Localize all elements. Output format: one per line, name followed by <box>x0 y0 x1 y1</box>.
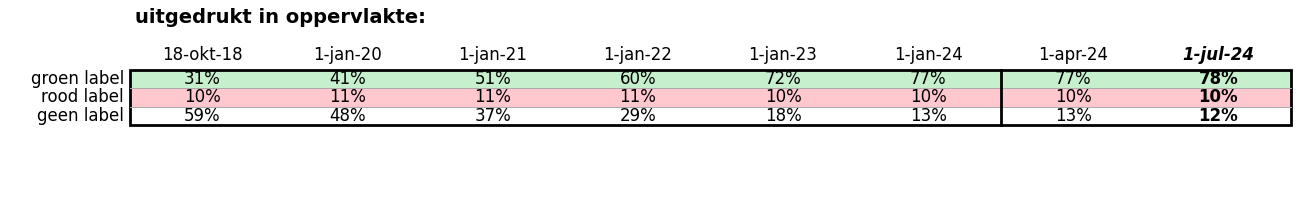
Bar <box>130 107 1291 125</box>
Bar <box>130 70 1291 125</box>
Text: 10%: 10% <box>184 88 221 106</box>
Text: 1-jul-24: 1-jul-24 <box>1182 46 1255 64</box>
Text: 77%: 77% <box>909 70 947 88</box>
Text: 41%: 41% <box>330 70 366 88</box>
Text: 31%: 31% <box>184 70 221 88</box>
Text: 1-jan-20: 1-jan-20 <box>313 46 382 64</box>
Text: uitgedrukt in oppervlakte:: uitgedrukt in oppervlakte: <box>135 8 426 27</box>
Text: 10%: 10% <box>909 88 947 106</box>
Text: 59%: 59% <box>184 107 221 125</box>
Text: 60%: 60% <box>620 70 656 88</box>
Text: 1-jan-24: 1-jan-24 <box>894 46 963 64</box>
Text: 29%: 29% <box>620 107 656 125</box>
Text: 13%: 13% <box>909 107 947 125</box>
Text: 1-jan-23: 1-jan-23 <box>748 46 817 64</box>
Text: 1-apr-24: 1-apr-24 <box>1038 46 1108 64</box>
Text: 10%: 10% <box>765 88 801 106</box>
Text: rood label: rood label <box>42 88 123 106</box>
Text: 78%: 78% <box>1199 70 1238 88</box>
Text: 18%: 18% <box>765 107 801 125</box>
Text: 1-jan-21: 1-jan-21 <box>459 46 527 64</box>
Bar <box>130 88 1291 107</box>
Text: 37%: 37% <box>474 107 512 125</box>
Text: 13%: 13% <box>1055 107 1091 125</box>
Text: 11%: 11% <box>620 88 656 106</box>
Text: 11%: 11% <box>329 88 366 106</box>
Text: 48%: 48% <box>330 107 366 125</box>
Text: 72%: 72% <box>765 70 801 88</box>
Text: 12%: 12% <box>1199 107 1238 125</box>
Text: 77%: 77% <box>1055 70 1091 88</box>
Text: groen label: groen label <box>31 70 123 88</box>
Bar <box>130 70 1291 88</box>
Text: 18-okt-18: 18-okt-18 <box>162 46 243 64</box>
Text: 10%: 10% <box>1055 88 1091 106</box>
Text: geen label: geen label <box>38 107 123 125</box>
Text: 51%: 51% <box>474 70 512 88</box>
Text: 11%: 11% <box>474 88 512 106</box>
Text: 1-jan-22: 1-jan-22 <box>604 46 673 64</box>
Text: 10%: 10% <box>1199 88 1238 106</box>
